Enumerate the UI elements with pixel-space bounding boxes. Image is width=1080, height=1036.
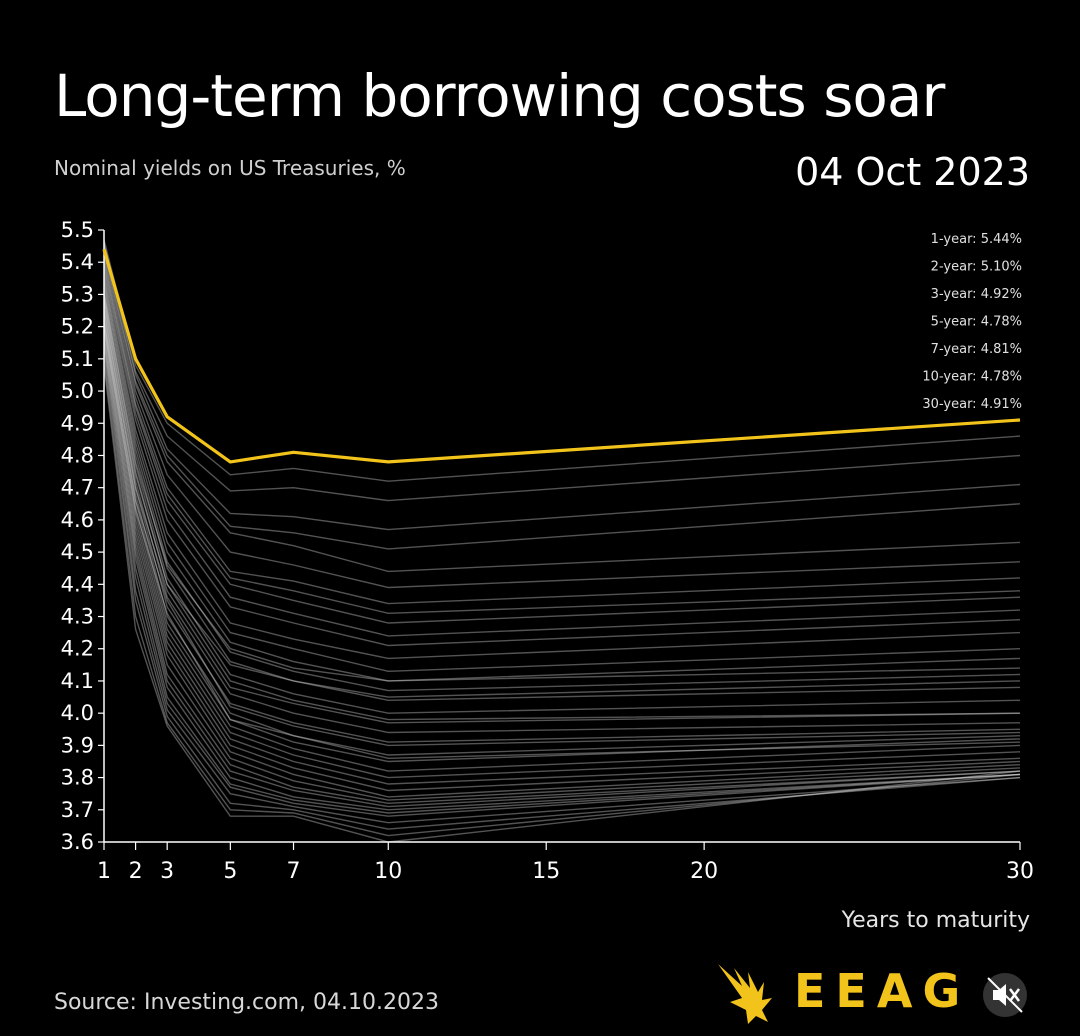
history-line [103,326,1021,801]
y-tick-label: 4.6 [61,508,94,532]
x-tick-label: 2 [129,859,143,884]
history-line [103,274,1021,660]
history-line [103,310,1021,724]
x-tick-label: 3 [160,859,174,884]
y-tick-label: 5.2 [61,315,94,339]
history-line [103,300,1021,743]
history-line [103,284,1021,692]
history-line [103,239,1021,482]
history-line [103,345,1021,824]
x-tick-label: 7 [287,859,301,884]
history-line [103,326,1021,760]
highlight-line [102,248,1021,464]
speaker-muted-icon[interactable] [982,972,1028,1018]
history-line [103,310,1021,772]
y-tick-label: 3.8 [61,766,94,790]
y-tick-label: 3.9 [61,733,94,757]
y-tick-label: 4.3 [61,605,94,629]
history-line [103,297,1021,734]
legend-label: 30-year: 4.91% [922,397,1022,412]
legend-label: 2-year: 5.10% [931,260,1022,275]
y-tick-label: 4.1 [61,669,94,693]
legend-label: 5-year: 4.78% [931,315,1022,330]
history-line [103,294,1021,682]
x-tick-label: 15 [532,859,560,884]
history-line [103,323,1021,798]
history-line [103,316,1021,785]
y-tick-label: 4.8 [61,443,94,467]
y-tick-label: 4.4 [61,572,94,596]
history-line [103,255,1021,589]
history-line [103,271,1021,647]
history-line [103,320,1021,792]
history-line [103,313,1021,779]
history-line [103,303,1021,756]
y-tick-label: 5.4 [61,250,94,274]
chart-title: Long-term borrowing costs soar [54,62,945,130]
history-line [103,294,1021,721]
x-axis-label: Years to maturity [841,908,1030,933]
x-tick-label: 1 [97,859,111,884]
y-tick-label: 3.7 [61,798,94,822]
y-tick-label: 4.7 [61,476,94,500]
current-curve [102,248,1021,464]
y-tick-label: 5.3 [61,282,94,306]
history-line [103,336,1021,811]
axes: 3.6 3.7 3.8 3.9 4.0 4.1 4.2 4.3 4.4 4.5 4.6 4.7 4.8 4… [61,218,1034,884]
history-line [103,333,1021,808]
history-line [103,278,1021,673]
x-tick-label: 5 [223,859,237,884]
history-lines [103,239,1021,843]
source-note: Source: Investing.com, 04.10.2023 [54,990,439,1015]
brand-logo: EEAG [712,958,1032,1028]
history-line [103,258,1021,605]
history-line [103,342,1021,817]
history-line [103,249,1021,550]
history-line [103,358,1021,837]
x-tick-label: 20 [690,859,718,884]
date-label: 04 Oct 2023 [795,150,1030,194]
history-line [103,307,1021,763]
history-line [103,281,1021,682]
history-line [103,252,1021,573]
eagle-icon [718,964,772,1024]
x-tick-label: 30 [1006,859,1034,884]
history-line [103,329,1021,805]
history-line [103,291,1021,714]
y-tick-label: 5.5 [61,218,94,242]
history-line [103,245,1021,531]
y-tick-label: 4.0 [61,701,94,725]
legend-label: 7-year: 4.81% [931,342,1022,357]
y-tick-label: 4.5 [61,540,94,564]
y-tick-label: 5.1 [61,347,94,371]
legend-label: 3-year: 4.92% [931,287,1022,302]
x-tick-label: 10 [374,859,402,884]
logo-text: EEAG [794,964,971,1018]
history-line [103,287,1021,702]
chart-subtitle: Nominal yields on US Treasuries, % [54,156,406,180]
legend-label: 1-year: 5.44% [931,232,1022,247]
history-line [103,320,1021,747]
legend: 1-year: 5.44% 2-year: 5.10% 3-year: 4.92% 5… [922,232,1022,412]
y-tick-label: 3.6 [61,830,94,854]
yield-curve-chart: 3.6 3.7 3.8 3.9 4.0 4.1 4.2 4.3 4.4 4.5 4.6 4.7 4.8 4… [61,218,1034,933]
history-line [103,242,1021,502]
history-line [103,265,1021,624]
legend-label: 10-year: 4.78% [922,370,1022,385]
y-tick-label: 4.9 [61,411,94,435]
history-line [103,339,1021,814]
history-line [103,352,1021,830]
history-line [103,300,1021,698]
history-line [103,262,1021,615]
y-tick-label: 4.2 [61,637,94,661]
history-line [103,268,1021,637]
y-tick-label: 5.0 [61,379,94,403]
